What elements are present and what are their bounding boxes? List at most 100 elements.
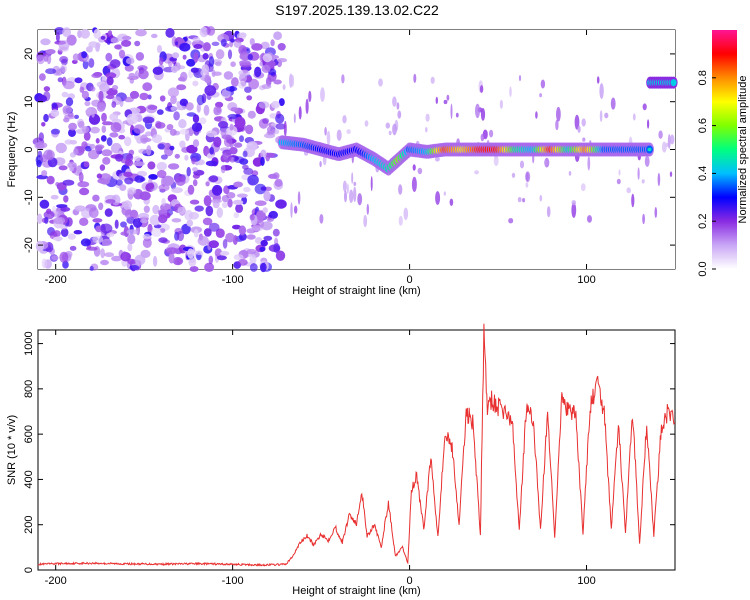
noise-blob xyxy=(220,126,227,137)
noise-blob xyxy=(72,53,80,62)
noise-blob xyxy=(234,116,246,128)
snr-y-ticks: 0 200 400 600 800 1000 xyxy=(23,331,675,573)
noise-blob xyxy=(85,145,92,152)
noise-blob xyxy=(43,113,49,123)
colorbar-gradient xyxy=(712,30,737,269)
noise-blob xyxy=(232,199,244,205)
noise-blob xyxy=(135,52,145,61)
noise-blob xyxy=(196,103,201,113)
noise-blob xyxy=(186,144,198,154)
noise-blob xyxy=(150,227,162,237)
noise-blob xyxy=(119,184,127,192)
ridge-core xyxy=(647,147,652,152)
noise-blob xyxy=(39,199,50,209)
noise-blob xyxy=(185,102,194,111)
noise-blob xyxy=(233,212,240,219)
noise-blob xyxy=(89,266,94,271)
noise-blob xyxy=(60,206,71,212)
noise-blob xyxy=(70,152,76,158)
noise-blob xyxy=(208,255,214,265)
noise-blob xyxy=(201,64,210,74)
noise-blob xyxy=(179,128,190,135)
noise-blob xyxy=(124,159,134,167)
noise-blob xyxy=(138,69,149,80)
streak-blob xyxy=(425,113,430,122)
streak-blob xyxy=(403,207,409,220)
noise-blob xyxy=(96,102,106,112)
noise-blob xyxy=(275,113,285,124)
streak-blob xyxy=(319,214,324,224)
noise-blob xyxy=(230,61,236,67)
noise-blob xyxy=(233,156,245,164)
y-tick-label: 0 xyxy=(23,146,35,152)
noise-blob xyxy=(124,64,134,72)
streak-blob xyxy=(297,191,301,205)
noise-blob xyxy=(199,117,207,125)
noise-blob xyxy=(276,58,288,63)
x-tick-label: -200 xyxy=(45,274,67,286)
x-tick-label: -200 xyxy=(45,575,67,587)
noise-blob xyxy=(91,73,102,79)
streak-blob xyxy=(417,167,423,175)
noise-blob xyxy=(132,217,143,228)
noise-blob xyxy=(92,218,103,223)
noise-blob xyxy=(80,238,91,247)
noise-blob xyxy=(193,229,199,238)
noise-blob xyxy=(171,65,178,74)
noise-blob xyxy=(264,152,276,158)
streak-blob xyxy=(574,114,580,130)
noise-blob xyxy=(79,217,89,226)
noise-blob xyxy=(239,135,244,143)
noise-blob xyxy=(181,223,191,235)
noise-blob xyxy=(127,187,137,195)
noise-blob xyxy=(93,28,101,39)
noise-blob xyxy=(249,263,258,272)
noise-blob xyxy=(59,251,69,263)
noise-blob xyxy=(211,41,220,46)
noise-blob xyxy=(105,94,115,100)
y-tick-label: -10 xyxy=(23,189,35,205)
streak-blob xyxy=(353,181,357,186)
noise-blob xyxy=(260,149,267,159)
noise-blob xyxy=(188,211,199,220)
streak-blob xyxy=(344,190,347,203)
noise-blob xyxy=(191,157,197,163)
streak-blob xyxy=(546,206,551,218)
noise-blob xyxy=(167,87,179,98)
noise-blob xyxy=(176,230,185,242)
noise-blob xyxy=(215,49,225,60)
noise-blob xyxy=(53,236,63,241)
streak-blob xyxy=(632,113,636,121)
streak-blob xyxy=(654,207,658,218)
noise-blob xyxy=(208,222,220,232)
noise-blob xyxy=(104,208,113,217)
noise-blob xyxy=(98,90,104,102)
noise-blob xyxy=(84,100,91,107)
noise-blob xyxy=(114,44,122,50)
noise-blob xyxy=(90,126,100,134)
noise-blob xyxy=(166,247,178,255)
noise-blob xyxy=(151,134,163,144)
colorbar-tick-label: 0.2 xyxy=(697,214,709,229)
noise-blob xyxy=(139,92,149,101)
noise-blob xyxy=(100,35,106,40)
noise-blob xyxy=(37,213,43,225)
noise-blob xyxy=(35,240,44,252)
noise-blob xyxy=(111,255,122,262)
noise-blob xyxy=(88,41,99,48)
noise-blob xyxy=(261,64,271,74)
noise-blob xyxy=(138,212,149,219)
noise-blob xyxy=(246,234,256,240)
noise-blob xyxy=(243,167,254,175)
noise-blob xyxy=(114,219,119,229)
streak-blob xyxy=(291,74,295,87)
streak-blob xyxy=(571,200,577,206)
noise-blob xyxy=(238,225,247,236)
noise-blob xyxy=(222,239,228,249)
streak-blob xyxy=(522,198,526,203)
noise-blob xyxy=(142,233,151,240)
noise-blob xyxy=(239,60,251,66)
noise-blob xyxy=(124,177,134,185)
noise-blob xyxy=(45,68,57,75)
